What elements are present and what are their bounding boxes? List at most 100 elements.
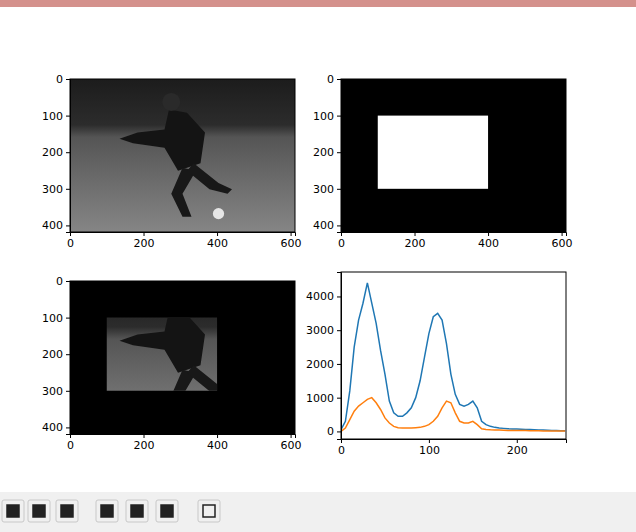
x-tick-mark <box>562 232 563 236</box>
toolbar-button[interactable] <box>126 500 148 522</box>
toolbar-button-face[interactable] <box>198 500 220 522</box>
toolbar-button-face[interactable] <box>28 500 50 522</box>
y-tick: 0 <box>56 275 70 288</box>
window-titlebar <box>0 0 636 7</box>
y-tick: 100 <box>42 110 70 123</box>
toolbar-button[interactable] <box>96 500 118 522</box>
x-tick: 600 <box>552 232 573 250</box>
axes: 02004006000100200300400 <box>42 275 302 452</box>
axes-frame <box>341 272 566 439</box>
x-tick: 200 <box>134 434 155 452</box>
x-tick-label: 600 <box>552 237 573 250</box>
toolbar-icon[interactable] <box>203 505 215 517</box>
x-tick: 0 <box>338 232 345 250</box>
photo <box>70 79 295 232</box>
figure-canvas: 0 200 400 600 0 100 200 300 400 0 200 400 600 0 100 200… <box>0 0 636 532</box>
toolbar-button[interactable] <box>56 500 78 522</box>
y-tick-label: 400 <box>42 219 63 232</box>
axes-frame <box>70 79 295 232</box>
y-tick-mark <box>66 318 70 319</box>
y-axis-line <box>66 80 71 233</box>
x-tick-mark <box>291 232 292 236</box>
x-tick-label: 600 <box>281 439 302 452</box>
x-tick-mark <box>217 232 218 236</box>
axes: 010020001000200030004000 <box>306 272 567 457</box>
x-tick-label: 200 <box>507 444 528 457</box>
photo-head <box>162 93 180 111</box>
y-tick-mark <box>337 431 341 432</box>
x-tick-mark <box>291 434 292 438</box>
axes: 02004006000100200300400 <box>313 73 573 250</box>
y-tick-label: 100 <box>313 110 334 123</box>
x-tick-label: 200 <box>134 237 155 250</box>
y-axis: 0100200300400 <box>42 73 71 232</box>
x-tick: 400 <box>207 232 228 250</box>
y-tick-mark <box>66 427 70 428</box>
x-tick: 400 <box>478 232 499 250</box>
plot-area <box>341 283 565 431</box>
y-axis-line <box>337 80 342 233</box>
toolbar-icon[interactable] <box>131 505 143 517</box>
toolbar-icon[interactable] <box>61 505 73 517</box>
x-tick-mark <box>429 439 430 443</box>
toolbar-icon[interactable] <box>101 505 113 517</box>
y-tick: 0 <box>327 425 341 438</box>
x-tick-label: 0 <box>67 237 74 250</box>
toolbar-button[interactable] <box>156 500 178 522</box>
toolbar-button-face[interactable] <box>56 500 78 522</box>
x-tick-label: 100 <box>419 444 440 457</box>
y-axis-line <box>337 273 342 440</box>
y-tick-mark <box>337 152 341 153</box>
y-tick-label: 2000 <box>306 358 334 371</box>
toolbar-button[interactable] <box>198 500 220 522</box>
toolbar-icon[interactable] <box>7 505 19 517</box>
y-tick-mark <box>337 330 341 331</box>
x-tick-label: 0 <box>338 237 345 250</box>
y-tick-label: 300 <box>313 183 334 196</box>
y-tick: 300 <box>42 183 70 196</box>
series-line <box>341 398 565 432</box>
y-axis: 01000200030004000 <box>306 273 342 440</box>
y-tick-mark <box>337 225 341 226</box>
toolbar-button[interactable] <box>2 500 24 522</box>
y-tick: 3000 <box>306 324 341 337</box>
x-axis: 0 100 200 <box>338 439 567 457</box>
y-tick-label: 100 <box>42 110 63 123</box>
y-tick: 1000 <box>306 392 341 405</box>
series-line <box>341 283 565 431</box>
toolbar-icon[interactable] <box>161 505 173 517</box>
x-tick: 600 <box>281 434 302 452</box>
photo-background <box>70 79 295 232</box>
y-tick-label: 400 <box>313 219 334 232</box>
y-tick: 100 <box>42 312 70 325</box>
toolbar <box>0 492 636 532</box>
x-axis-line <box>71 435 296 439</box>
y-axis-line <box>66 282 71 435</box>
y-tick-label: 300 <box>42 385 63 398</box>
y-tick: 0 <box>56 73 70 86</box>
toolbar-button-face[interactable] <box>156 500 178 522</box>
y-tick-mark <box>337 364 341 365</box>
x-tick-mark <box>217 434 218 438</box>
photo-leg <box>187 163 232 194</box>
y-tick: 100 <box>313 110 341 123</box>
y-tick: 0 <box>327 73 341 86</box>
y-tick-label: 0 <box>56 73 63 86</box>
x-tick-label: 400 <box>478 237 499 250</box>
x-tick-mark <box>144 434 145 438</box>
toolbar-button-face[interactable] <box>126 500 148 522</box>
y-tick-label: 200 <box>313 146 334 159</box>
image-background <box>341 79 566 232</box>
toolbar-button[interactable] <box>28 500 50 522</box>
toolbar-button-face[interactable] <box>96 500 118 522</box>
x-tick-label: 0 <box>338 444 345 457</box>
y-tick-label: 0 <box>56 275 63 288</box>
x-tick: 200 <box>507 439 528 457</box>
x-tick-mark <box>415 232 416 236</box>
y-tick-mark <box>66 391 70 392</box>
y-tick-mark <box>337 79 341 80</box>
toolbar-button-face[interactable] <box>2 500 24 522</box>
toolbar-icon[interactable] <box>33 505 45 517</box>
y-tick-label: 0 <box>327 73 334 86</box>
x-tick-label: 400 <box>207 237 228 250</box>
